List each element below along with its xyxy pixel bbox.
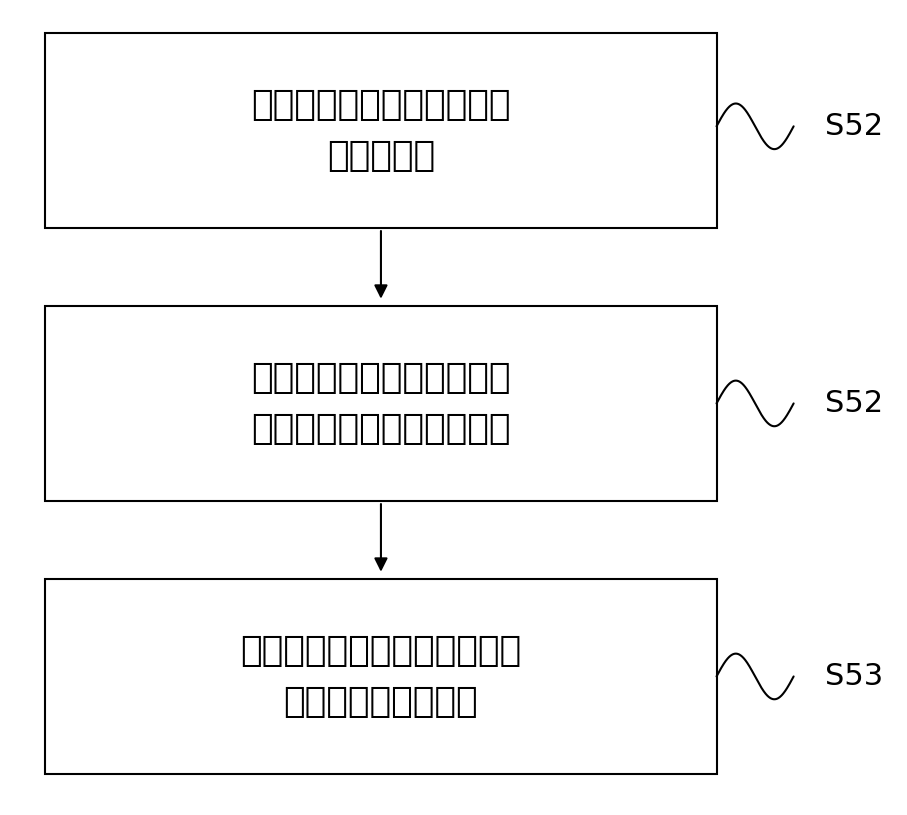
Text: 根据重新分解后的信息数据，
联动重新生成构件。: 根据重新分解后的信息数据， 联动重新生成构件。	[240, 634, 522, 719]
FancyBboxPatch shape	[45, 306, 717, 501]
Text: S52: S52	[825, 389, 883, 418]
Text: 选择要修改的构件及构件的
修改方式；: 选择要修改的构件及构件的 修改方式；	[251, 88, 511, 173]
Text: S53: S53	[825, 662, 883, 691]
FancyBboxPatch shape	[45, 33, 717, 228]
Text: S52: S52	[825, 112, 883, 141]
FancyBboxPatch shape	[45, 579, 717, 774]
Text: 根据选定的修改方式，按设
定算法重新进行管线分解；: 根据选定的修改方式，按设 定算法重新进行管线分解；	[251, 361, 511, 446]
